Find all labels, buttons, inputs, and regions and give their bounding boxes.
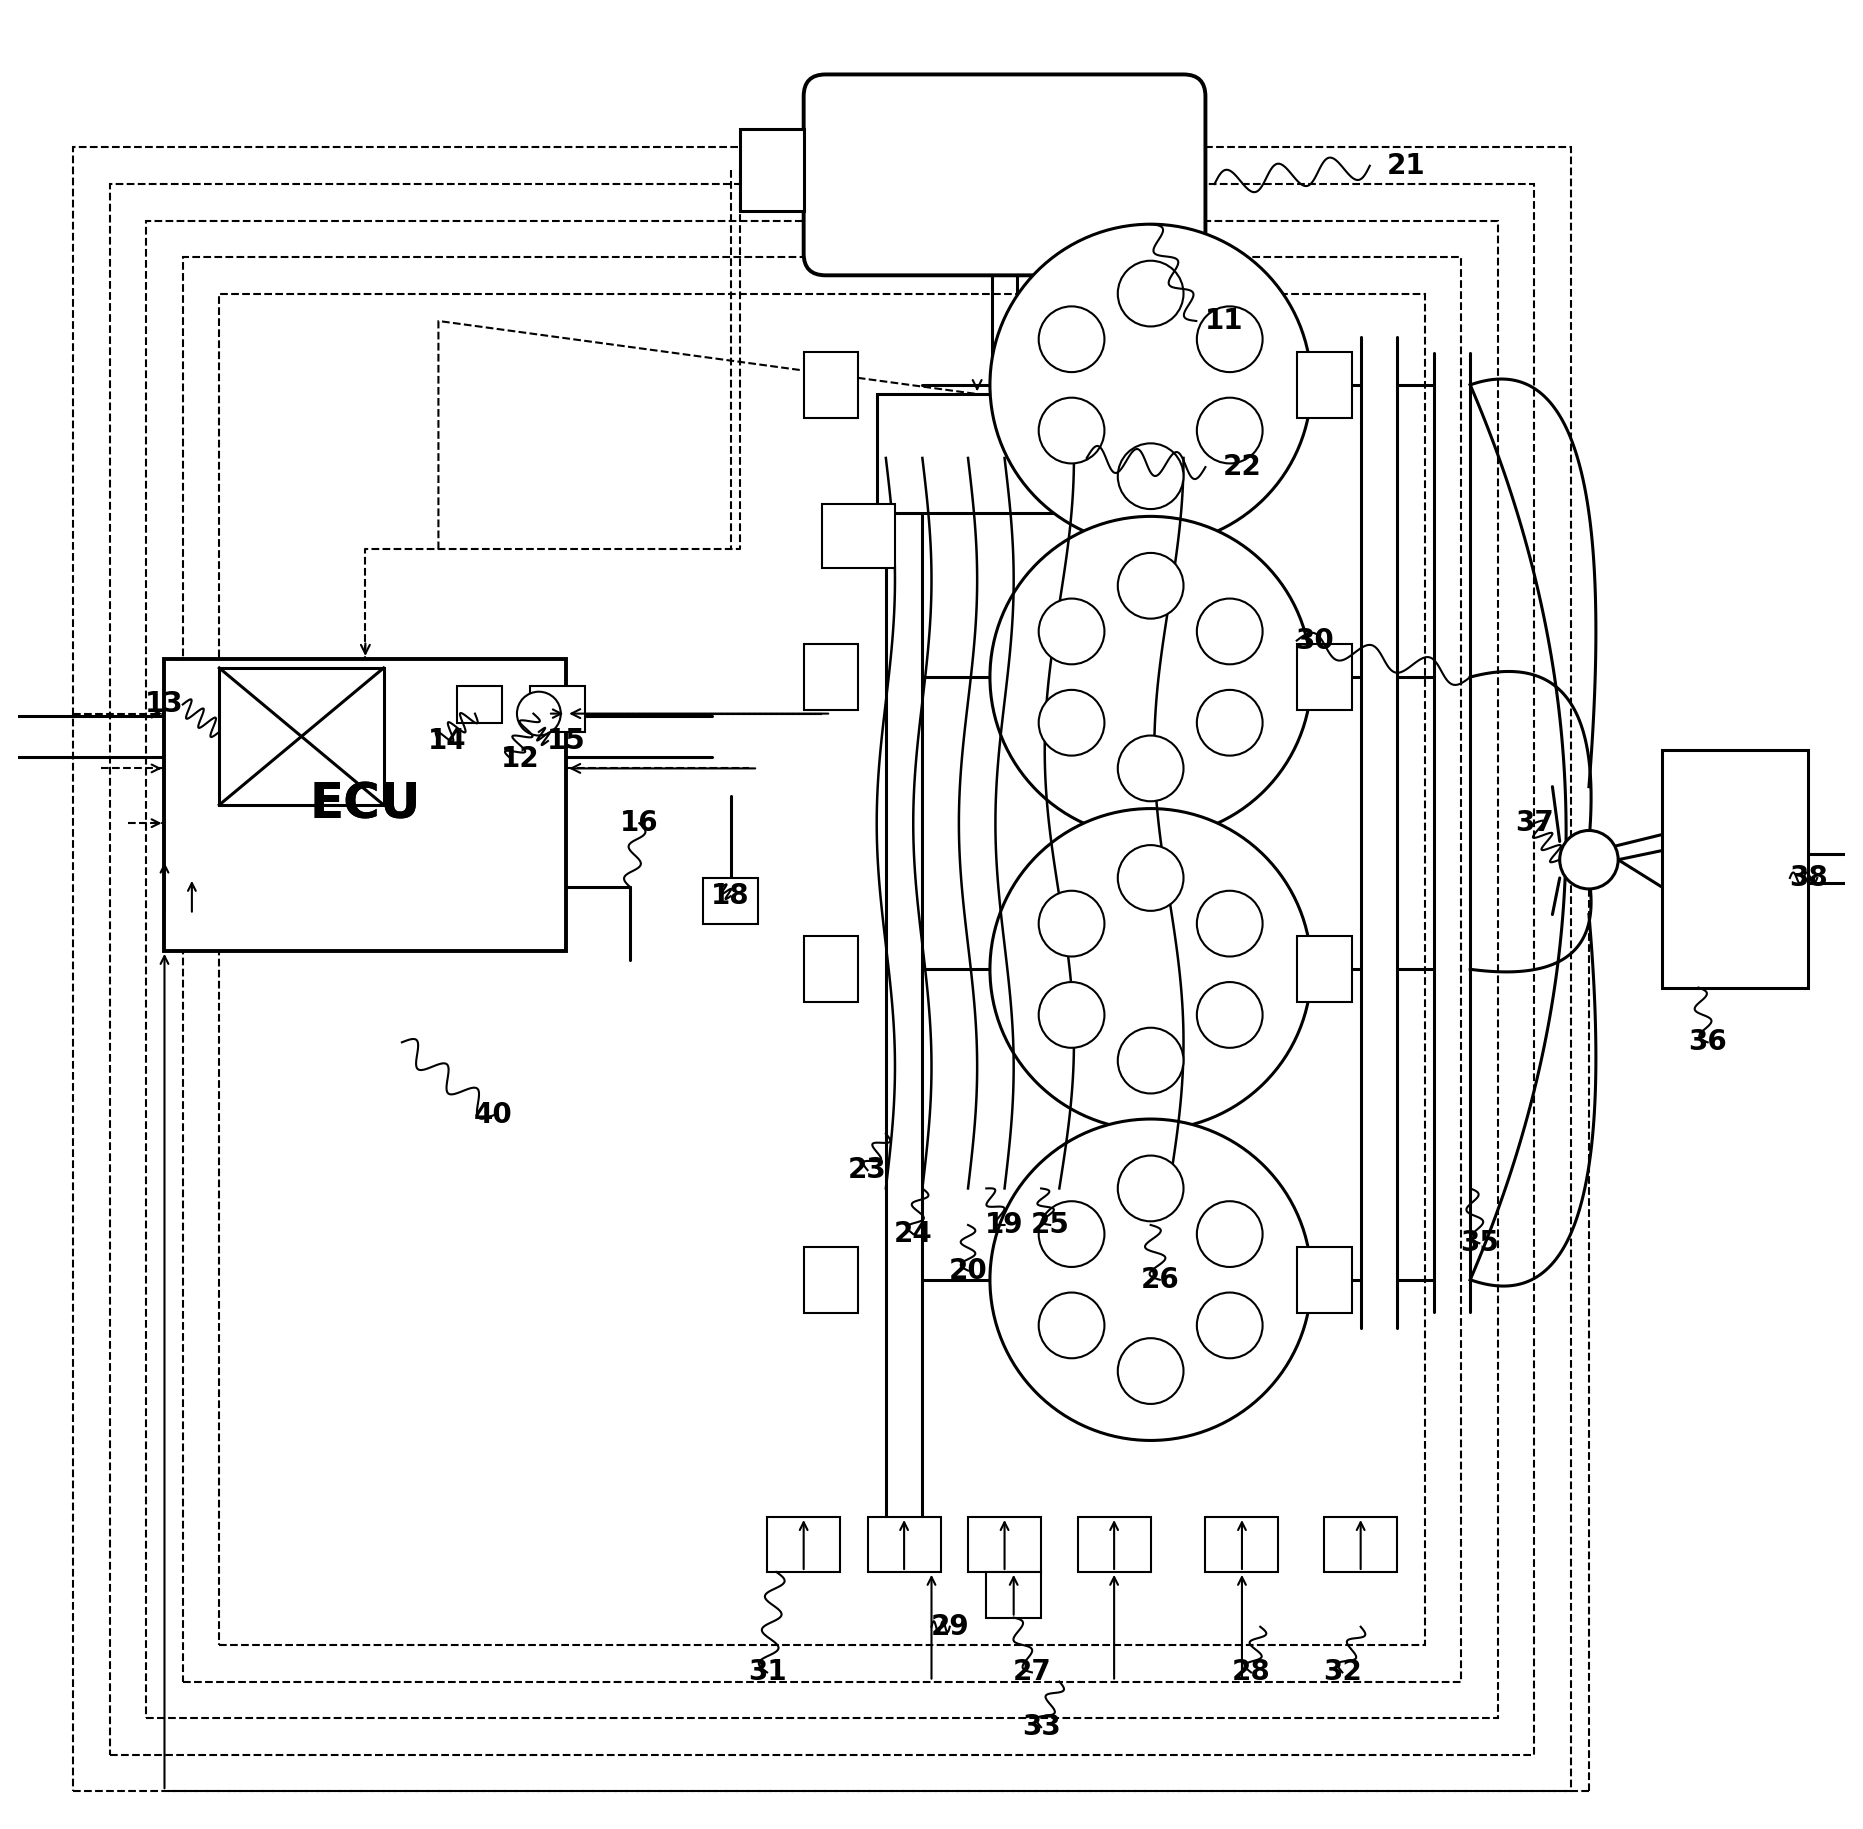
Text: 35: 35	[1461, 1229, 1500, 1257]
Bar	[803, 644, 859, 710]
Circle shape	[1118, 443, 1183, 508]
Bar	[877, 393, 1077, 512]
Bar	[1077, 1516, 1151, 1571]
Circle shape	[989, 225, 1312, 545]
Bar	[740, 130, 803, 212]
Circle shape	[989, 516, 1312, 838]
Text: 23: 23	[848, 1156, 887, 1183]
Text: 27: 27	[1013, 1659, 1051, 1686]
Circle shape	[1559, 830, 1619, 889]
Circle shape	[1196, 982, 1263, 1048]
Text: 18: 18	[712, 882, 751, 911]
Text: 21: 21	[1388, 152, 1425, 179]
Text: 22: 22	[1222, 454, 1261, 481]
Circle shape	[1196, 598, 1263, 664]
Circle shape	[1118, 1156, 1183, 1222]
Circle shape	[1040, 598, 1105, 664]
Text: 20: 20	[948, 1257, 987, 1284]
Text: ECU: ECU	[309, 781, 421, 829]
Bar	[183, 258, 1461, 1681]
Bar	[969, 1516, 1041, 1571]
Text: 11: 11	[1205, 307, 1243, 335]
Text: 32: 32	[1323, 1659, 1362, 1686]
Circle shape	[1196, 397, 1263, 463]
Circle shape	[1040, 397, 1105, 463]
Bar	[1297, 1247, 1351, 1313]
Text: 25: 25	[1030, 1211, 1069, 1238]
Circle shape	[1196, 1293, 1263, 1359]
Circle shape	[1040, 1202, 1105, 1267]
Text: 28: 28	[1231, 1659, 1271, 1686]
Circle shape	[1040, 690, 1105, 755]
Bar	[803, 1247, 859, 1313]
Bar	[145, 221, 1498, 1717]
Bar	[164, 658, 566, 951]
Circle shape	[1118, 845, 1183, 911]
Circle shape	[1118, 262, 1183, 326]
Bar	[803, 351, 859, 417]
Text: ECU: ECU	[309, 781, 421, 829]
Bar	[220, 668, 384, 805]
Bar	[1297, 351, 1351, 417]
Text: 38: 38	[1788, 863, 1828, 893]
Circle shape	[1196, 690, 1263, 755]
Text: 36: 36	[1688, 1028, 1727, 1057]
Bar	[1325, 1516, 1397, 1571]
Text: 37: 37	[1515, 808, 1554, 838]
Circle shape	[1196, 307, 1263, 371]
Bar	[529, 686, 585, 732]
Circle shape	[989, 808, 1312, 1130]
Bar	[986, 1571, 1041, 1617]
Bar	[73, 148, 1571, 1791]
Text: 40: 40	[473, 1101, 512, 1128]
Bar	[456, 686, 503, 722]
Bar	[768, 1516, 840, 1571]
Text: 31: 31	[747, 1659, 786, 1686]
Text: 19: 19	[986, 1211, 1025, 1238]
Text: 14: 14	[428, 726, 468, 755]
Text: 24: 24	[894, 1220, 933, 1247]
Circle shape	[516, 691, 561, 735]
Circle shape	[989, 1119, 1312, 1441]
Bar	[110, 185, 1533, 1754]
Bar	[1662, 750, 1809, 988]
Circle shape	[1040, 307, 1105, 371]
Circle shape	[1118, 1339, 1183, 1405]
Bar	[220, 294, 1425, 1644]
Circle shape	[1196, 891, 1263, 957]
Text: 12: 12	[501, 744, 540, 774]
Bar	[702, 878, 758, 924]
Text: 16: 16	[620, 808, 660, 838]
Bar	[803, 936, 859, 1002]
Circle shape	[1040, 891, 1105, 957]
Circle shape	[1118, 1028, 1183, 1094]
Text: 30: 30	[1295, 627, 1334, 655]
Bar	[868, 1516, 941, 1571]
Circle shape	[1118, 552, 1183, 618]
Circle shape	[1118, 735, 1183, 801]
Bar	[1297, 644, 1351, 710]
Text: 13: 13	[145, 691, 184, 719]
Text: 26: 26	[1140, 1266, 1179, 1293]
Circle shape	[1040, 1293, 1105, 1359]
FancyBboxPatch shape	[803, 75, 1205, 276]
Text: 33: 33	[1021, 1714, 1060, 1741]
Bar	[1205, 1516, 1278, 1571]
Text: 15: 15	[548, 726, 585, 755]
Text: 29: 29	[930, 1613, 969, 1641]
Bar	[822, 503, 894, 567]
Circle shape	[1040, 982, 1105, 1048]
Circle shape	[1196, 1202, 1263, 1267]
Bar	[1297, 936, 1351, 1002]
